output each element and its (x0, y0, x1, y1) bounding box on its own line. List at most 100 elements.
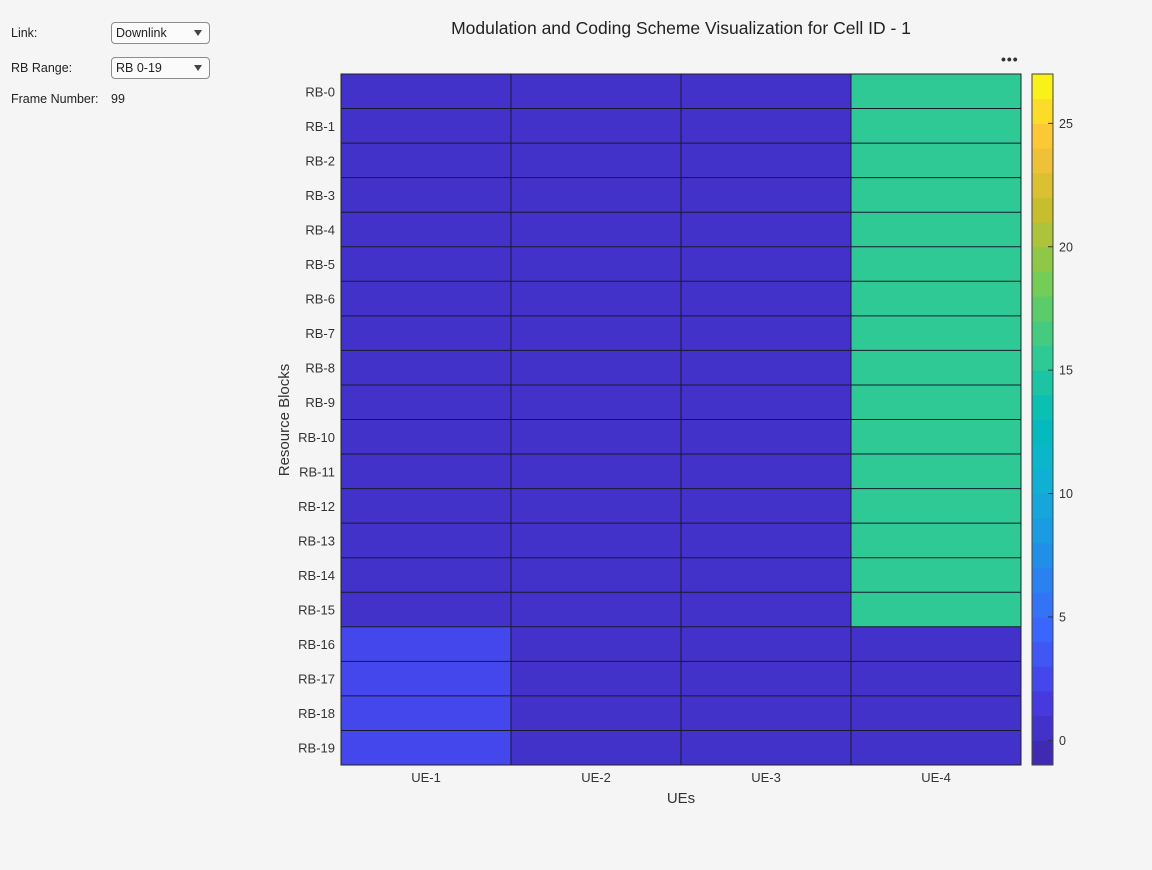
y-tick-label: RB-10 (298, 430, 335, 445)
heatmap-cell (681, 695, 851, 731)
heatmap-cell (681, 384, 851, 420)
colorbar-segment (1032, 148, 1053, 174)
y-tick-label: RB-7 (305, 326, 335, 341)
plot-frame (340, 73, 1022, 766)
heatmap-cell (511, 212, 681, 247)
heatmap-cell (851, 384, 1021, 420)
colorbar-tick-label: 10 (1059, 487, 1073, 501)
heatmap-cell (341, 384, 511, 420)
heatmap-cell (511, 523, 681, 558)
frame-number-value: 99 (111, 92, 125, 106)
colorbar-segment (1032, 296, 1053, 322)
colorbar-segment (1032, 419, 1053, 445)
heatmap-cell (511, 661, 681, 696)
heatmap-cell (681, 281, 851, 316)
colorbar-segment (1032, 444, 1053, 470)
rb-range-dropdown[interactable]: RB 0-19 (111, 57, 210, 79)
colorbar-segment (1032, 616, 1053, 643)
heatmap-cell (341, 557, 511, 593)
link-dropdown[interactable]: Downlink (111, 22, 210, 44)
heatmap-cell (851, 350, 1021, 385)
heatmap-cell (851, 730, 1021, 765)
y-tick-label: RB-8 (305, 361, 335, 376)
colorbar-segment (1032, 345, 1053, 371)
colorbar-segment (1032, 740, 1053, 766)
colorbar-tick-label: 20 (1059, 240, 1073, 254)
heatmap-cell (341, 177, 511, 213)
y-tick-label: RB-11 (299, 464, 335, 479)
colorbar-segment (1032, 320, 1053, 346)
heatmap-cell (341, 592, 511, 627)
y-tick-label: RB-12 (298, 499, 335, 514)
heatmap-cell (681, 177, 851, 213)
heatmap-cell (851, 488, 1021, 524)
colorbar-segment (1032, 370, 1053, 396)
heatmap-cell (681, 592, 851, 627)
x-tick-label: UE-3 (751, 770, 781, 785)
heatmap-cell (851, 143, 1021, 178)
colorbar-segment (1032, 172, 1053, 198)
y-tick-label: RB-5 (305, 257, 335, 272)
colorbar-segment (1032, 715, 1053, 741)
heatmap-cell (681, 212, 851, 247)
heatmap-cell (511, 592, 681, 627)
heatmap-cell (681, 488, 851, 524)
colorbar-segment (1032, 567, 1053, 593)
heatmap-cell (511, 384, 681, 420)
heatmap-cell (851, 74, 1021, 109)
heatmap-cell (341, 626, 511, 662)
y-tick-label: RB-19 (298, 741, 335, 756)
heatmap-cell (681, 246, 851, 282)
heatmap-cell (511, 315, 681, 351)
colorbar-segment (1032, 666, 1053, 692)
colorbar-segment (1032, 98, 1053, 124)
y-tick-label: RB-3 (305, 188, 335, 203)
y-tick-label: RB-15 (298, 603, 335, 618)
colorbar-segment (1032, 271, 1053, 297)
colorbar-segment (1032, 468, 1053, 495)
heatmap-cell (851, 695, 1021, 731)
colorbar-segment (1032, 123, 1053, 149)
x-tick-label: UE-2 (581, 770, 611, 785)
colorbar-segment (1032, 641, 1053, 667)
heatmap-cell (681, 350, 851, 385)
heatmap-cell (851, 281, 1021, 316)
heatmap-cell (341, 419, 511, 455)
heatmap-cell (681, 454, 851, 489)
heatmap-cell (511, 108, 681, 144)
heatmap-cell (511, 246, 681, 282)
colorbar-segment (1032, 518, 1053, 544)
colorbar-segment (1032, 74, 1053, 100)
heatmap-cell (681, 626, 851, 662)
heatmap-cell (341, 246, 511, 282)
heatmap-cell (851, 177, 1021, 213)
y-tick-label: RB-13 (298, 533, 335, 548)
heatmap-cell (341, 488, 511, 524)
colorbar-tick-label: 5 (1059, 610, 1066, 624)
heatmap-cell (681, 523, 851, 558)
heatmap-cell (341, 454, 511, 489)
colorbar-frame (1031, 73, 1054, 766)
chevron-down-icon (194, 65, 202, 71)
rb-range-label: RB Range: (11, 61, 73, 75)
heatmap-cell (851, 419, 1021, 455)
y-tick-label: RB-0 (305, 84, 335, 99)
heatmap-cell (681, 419, 851, 455)
heatmap-cell (681, 108, 851, 144)
colorbar-tick-label: 25 (1059, 117, 1073, 131)
heatmap-cell (851, 315, 1021, 351)
heatmap-cell (851, 454, 1021, 489)
heatmap-cell (341, 212, 511, 247)
heatmap-cell (341, 695, 511, 731)
more-options-icon[interactable]: ••• (1001, 51, 1019, 67)
heatmap-cell (851, 108, 1021, 144)
colorbar-segment (1032, 592, 1053, 618)
colorbar-segment (1032, 690, 1053, 717)
rb-range-dropdown-value: RB 0-19 (116, 61, 162, 75)
heatmap-cell (511, 730, 681, 765)
x-tick-label: UE-1 (411, 770, 441, 785)
heatmap-cell (851, 626, 1021, 662)
heatmap-cell (681, 661, 851, 696)
y-tick-label: RB-6 (305, 292, 335, 307)
